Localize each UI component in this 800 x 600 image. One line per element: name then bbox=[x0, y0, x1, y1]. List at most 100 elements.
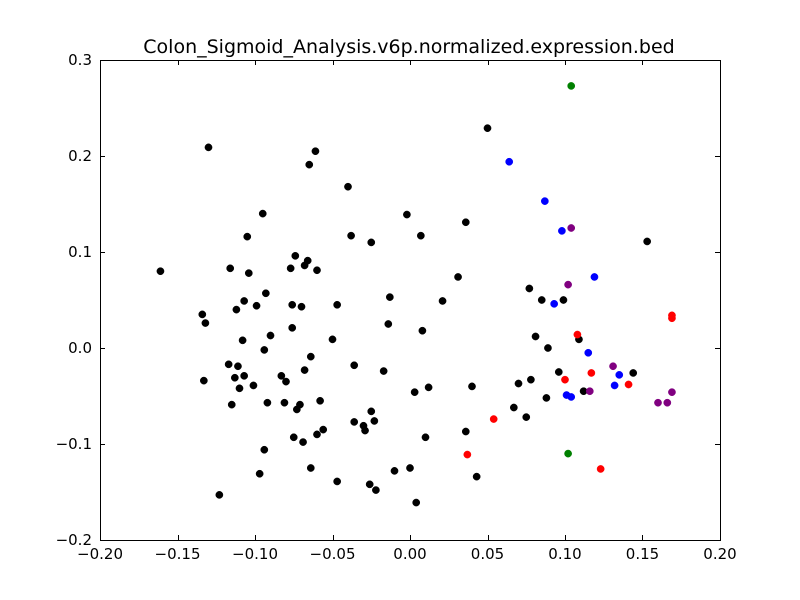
data-point bbox=[537, 296, 546, 304]
data-point bbox=[509, 403, 518, 412]
data-point bbox=[629, 369, 638, 377]
data-point bbox=[266, 331, 275, 340]
data-point bbox=[610, 381, 619, 390]
data-point bbox=[421, 433, 430, 442]
data-point bbox=[584, 348, 593, 357]
data-point bbox=[289, 433, 298, 442]
data-point bbox=[567, 224, 576, 232]
data-point bbox=[668, 388, 676, 397]
data-point bbox=[280, 398, 289, 407]
data-point bbox=[663, 398, 672, 407]
data-point bbox=[240, 297, 248, 305]
data-point bbox=[200, 376, 208, 385]
data-points bbox=[156, 82, 676, 507]
data-point bbox=[226, 264, 235, 273]
data-point bbox=[438, 297, 447, 305]
data-point bbox=[558, 227, 566, 235]
x-tick-label: −0.05 bbox=[310, 545, 356, 563]
data-point bbox=[424, 383, 433, 392]
data-point bbox=[615, 371, 624, 379]
data-point bbox=[417, 231, 425, 240]
data-point bbox=[564, 280, 572, 289]
data-point bbox=[260, 346, 269, 354]
data-point bbox=[350, 361, 359, 370]
data-point bbox=[243, 232, 252, 241]
data-point bbox=[305, 160, 314, 169]
data-point bbox=[365, 480, 374, 489]
data-point bbox=[643, 237, 652, 246]
data-point bbox=[410, 388, 419, 397]
data-point bbox=[390, 467, 399, 475]
data-point bbox=[379, 367, 388, 375]
data-point bbox=[255, 469, 264, 478]
data-point bbox=[561, 375, 569, 384]
data-point bbox=[668, 314, 676, 323]
data-point bbox=[554, 368, 563, 376]
data-point bbox=[262, 289, 270, 298]
data-point bbox=[306, 352, 315, 361]
data-point bbox=[461, 218, 470, 227]
data-point bbox=[296, 400, 304, 409]
data-point bbox=[235, 384, 244, 393]
data-point bbox=[227, 400, 236, 409]
data-point bbox=[384, 320, 393, 328]
data-point bbox=[224, 360, 233, 369]
plot-frame bbox=[100, 60, 721, 541]
y-tick-label: 0.1 bbox=[68, 243, 92, 261]
x-tick-label: −0.10 bbox=[232, 545, 278, 563]
data-point bbox=[277, 371, 286, 380]
data-point bbox=[288, 323, 297, 332]
axis-ticks: −0.20 −0.15 −0.10 −0.05 0.00 0.05 0.10 0.15 0.20… bbox=[56, 51, 737, 563]
data-point bbox=[386, 293, 394, 301]
data-point bbox=[303, 256, 312, 265]
y-tick-label: 0.3 bbox=[68, 51, 92, 69]
data-point bbox=[258, 209, 267, 218]
data-point bbox=[232, 305, 241, 314]
x-tick-label: 0.00 bbox=[393, 545, 426, 563]
data-point bbox=[231, 373, 239, 382]
data-point bbox=[198, 310, 207, 319]
data-point bbox=[624, 380, 633, 389]
data-point bbox=[299, 438, 307, 446]
data-point bbox=[454, 273, 462, 281]
data-point bbox=[319, 425, 328, 434]
data-point bbox=[522, 413, 531, 421]
data-point bbox=[234, 362, 242, 371]
data-point bbox=[468, 382, 476, 391]
data-point bbox=[282, 377, 290, 386]
data-point bbox=[288, 300, 297, 309]
data-point bbox=[550, 299, 559, 308]
data-point bbox=[559, 296, 568, 304]
data-point bbox=[585, 387, 594, 396]
data-point bbox=[590, 273, 599, 281]
data-point bbox=[596, 465, 605, 473]
data-point bbox=[204, 143, 213, 152]
data-point bbox=[333, 477, 341, 486]
data-point bbox=[297, 302, 306, 311]
data-point bbox=[472, 472, 481, 481]
data-point bbox=[344, 182, 352, 191]
data-point bbox=[347, 231, 355, 240]
data-point bbox=[367, 407, 376, 416]
data-point bbox=[328, 335, 337, 344]
data-point bbox=[505, 157, 514, 166]
x-tick-label: −0.20 bbox=[77, 545, 123, 563]
data-point bbox=[286, 264, 295, 273]
data-point bbox=[654, 398, 662, 407]
data-point bbox=[412, 498, 421, 507]
data-point bbox=[372, 486, 380, 494]
data-point bbox=[463, 450, 472, 459]
data-point bbox=[567, 82, 576, 90]
data-point bbox=[406, 464, 414, 472]
data-point bbox=[564, 449, 572, 458]
x-tick-label: 0.10 bbox=[548, 545, 581, 563]
data-point bbox=[525, 284, 534, 293]
data-point bbox=[609, 362, 617, 371]
data-point bbox=[300, 366, 309, 374]
x-tick-label: −0.15 bbox=[155, 545, 201, 563]
data-point bbox=[244, 269, 253, 277]
data-point bbox=[461, 427, 470, 436]
data-point bbox=[370, 417, 379, 425]
data-point bbox=[527, 375, 535, 384]
